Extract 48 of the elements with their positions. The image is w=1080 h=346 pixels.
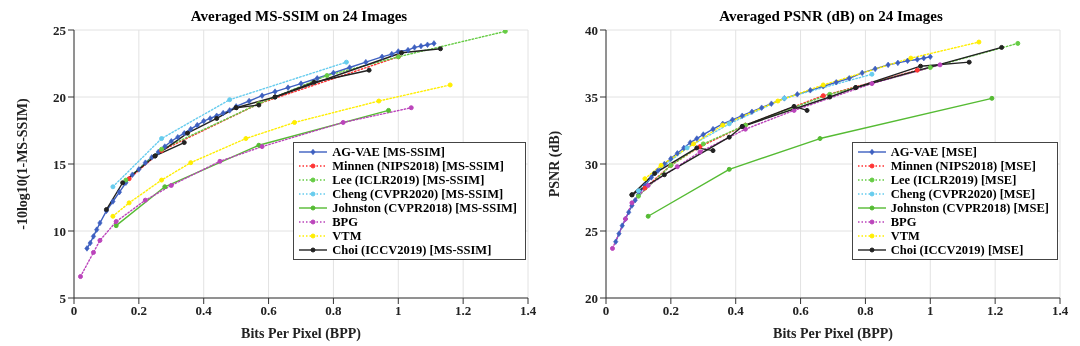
y-axis-title: -10log10(1-MS-SSIM) — [14, 97, 31, 230]
x-tick-label: 1.2 — [987, 303, 1004, 319]
legend-label: BPG — [889, 215, 918, 229]
legend-label: Lee (ICLR2019) [MSE] — [889, 173, 1018, 187]
y-tick-label: 25 — [53, 22, 67, 38]
x-tick-label: 1.4 — [519, 303, 537, 319]
x-tick-label: 0.4 — [195, 303, 213, 319]
legend-label: Cheng (CVPR2020) [MSE] — [889, 187, 1037, 201]
legend-label: Lee (ICLR2019) [MS-SSIM] — [331, 173, 486, 187]
legend-label: Choi (ICCV2019) [MSE] — [889, 243, 1025, 257]
legend-label: Cheng (CVPR2020) [MS-SSIM] — [331, 187, 505, 201]
y-tick-label: 35 — [585, 89, 599, 105]
y-axis-title: PSNR (dB) — [546, 130, 563, 198]
x-axis-title: Bits Per Pixel (BPP) — [773, 326, 894, 342]
chart-title: Averaged MS-SSIM on 24 Images — [190, 8, 408, 24]
x-tick-label: 0.8 — [857, 303, 875, 319]
y-tick-label: 20 — [53, 89, 66, 105]
x-tick-label: 1 — [395, 303, 402, 319]
legend-label: VTM — [331, 229, 363, 243]
x-tick-label: 1.2 — [455, 303, 472, 319]
legend-label: Johnston (CVPR2018) [MS-SSIM] — [331, 201, 517, 215]
legend-label: Johnston (CVPR2018) [MSE] — [889, 201, 1049, 215]
y-tick-label: 25 — [585, 223, 599, 239]
x-tick-label: 1 — [927, 303, 934, 319]
x-tick-label: 0 — [70, 303, 78, 319]
legend-label: AG-VAE [MSE] — [889, 145, 978, 159]
y-tick-label: 20 — [585, 290, 598, 306]
y-tick-label: 15 — [53, 156, 67, 172]
legend-label: BPG — [331, 215, 359, 229]
x-axis-title: Bits Per Pixel (BPP) — [241, 326, 362, 342]
x-tick-label: 1.4 — [1051, 303, 1069, 319]
legend-label: Minnen (NIPS2018) [MS-SSIM] — [331, 159, 505, 173]
x-tick-label: 0.6 — [792, 303, 810, 319]
legend-label: VTM — [889, 229, 921, 243]
x-tick-label: 0.2 — [662, 303, 679, 319]
x-tick-label: 0.2 — [130, 303, 147, 319]
y-tick-label: 10 — [53, 223, 66, 239]
y-tick-label: 30 — [585, 156, 598, 172]
legend-label: AG-VAE [MS-SSIM] — [331, 145, 446, 159]
x-tick-label: 0 — [602, 303, 610, 319]
x-tick-label: 0.6 — [260, 303, 278, 319]
y-tick-label: 5 — [59, 290, 67, 306]
chart-title: Averaged PSNR (dB) on 24 Images — [719, 8, 943, 24]
y-tick-label: 40 — [585, 22, 598, 38]
x-tick-label: 0.8 — [325, 303, 343, 319]
legend-label: Minnen (NIPS2018) [MSE] — [889, 159, 1037, 173]
x-tick-label: 0.4 — [727, 303, 745, 319]
legend-label: Choi (ICCV2019) [MS-SSIM] — [331, 243, 493, 257]
